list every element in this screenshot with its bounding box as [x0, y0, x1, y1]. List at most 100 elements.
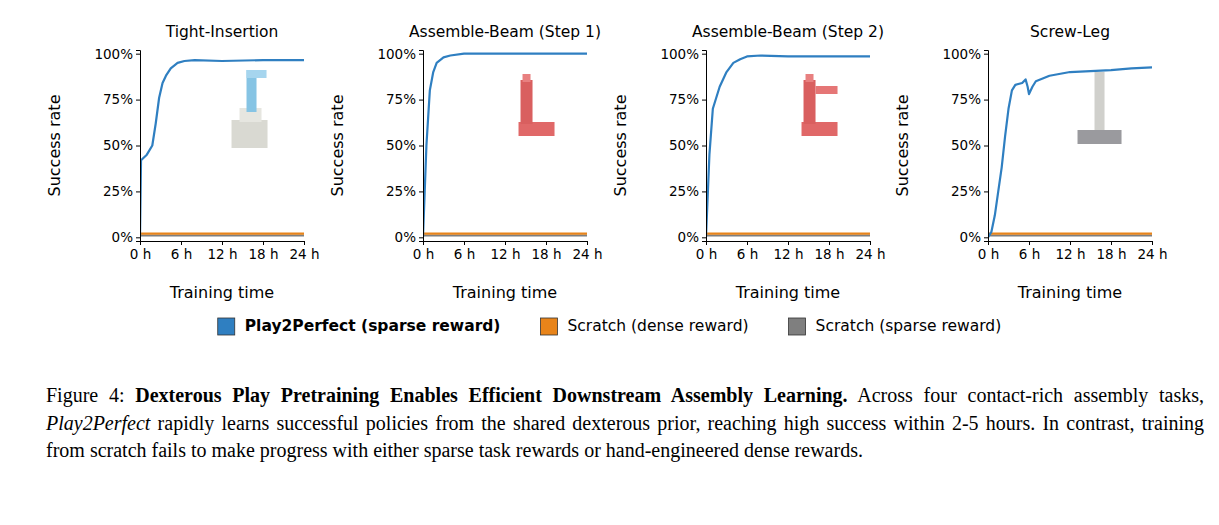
y-tick-label: 25% [951, 183, 981, 199]
x-tick-label: 18 h [1096, 246, 1126, 262]
x-tick: 24 h [1137, 241, 1167, 262]
y-tick-mark [136, 191, 140, 192]
x-axis-title: Training time [735, 283, 840, 302]
y-tick: 0% [678, 229, 706, 245]
y-axis: 0%25%50%75%100% [377, 45, 423, 245]
legend-label: Scratch (dense reward) [567, 317, 748, 335]
y-tick: 25% [386, 183, 423, 199]
x-tick-mark [546, 241, 547, 245]
x-tick: 18 h [1096, 241, 1126, 262]
x-tick: 24 h [855, 241, 885, 262]
y-tick-mark [702, 146, 706, 147]
y-tick-mark [136, 237, 140, 238]
y-tick-mark [702, 54, 706, 55]
y-axis-title: Success rate [611, 95, 630, 197]
panel: Tight-Insertion0 h6 h12 h18 h24 h0%25%50… [45, 23, 320, 302]
icon-part [232, 120, 268, 148]
x-axis-line [989, 242, 1153, 246]
x-tick-mark [505, 241, 506, 245]
y-tick: 75% [951, 91, 988, 107]
series-line [140, 60, 304, 237]
series-line [140, 233, 304, 235]
icon-part [802, 122, 838, 136]
y-tick: 100% [942, 45, 988, 61]
series-line [706, 234, 870, 236]
x-tick-label: 12 h [490, 246, 520, 262]
y-tick-label: 100% [377, 45, 416, 61]
y-axis-line [702, 51, 707, 242]
y-tick: 100% [94, 45, 140, 61]
y-tick-mark [419, 54, 423, 55]
x-tick-label: 0 h [130, 246, 151, 262]
caption-title: Dexterous Play Pretraining Enables Effic… [135, 384, 847, 406]
x-tick-mark [181, 241, 182, 245]
x-tick-label: 0 h [413, 246, 434, 262]
y-axis-title: Success rate [893, 95, 912, 197]
x-tick-mark [587, 241, 588, 245]
x-axis-line [141, 242, 305, 246]
x-tick: 12 h [490, 241, 520, 262]
y-tick: 0% [112, 229, 140, 245]
x-tick: 24 h [572, 241, 602, 262]
task-icon [519, 74, 555, 136]
task-icon [802, 74, 838, 136]
plot-area [988, 67, 1152, 237]
x-tick-label: 6 h [454, 246, 475, 262]
y-tick-mark [419, 191, 423, 192]
y-tick-label: 25% [103, 183, 133, 199]
x-tick-mark [304, 241, 305, 245]
caption: Figure 4: Dexterous Play Pretraining Ena… [46, 382, 1204, 465]
y-axis-line [419, 51, 424, 242]
panel-title: Screw-Leg [1030, 23, 1110, 41]
y-tick-mark [136, 146, 140, 147]
legend-swatch [789, 318, 806, 335]
y-tick: 0% [960, 229, 988, 245]
x-tick: 6 h [1019, 241, 1040, 262]
icon-part [521, 80, 533, 124]
x-tick-mark [263, 241, 264, 245]
x-axis: 0 h6 h12 h18 h24 h [696, 241, 886, 262]
y-tick-mark [984, 237, 988, 238]
x-tick-label: 24 h [1137, 246, 1167, 262]
legend-swatch [218, 318, 235, 335]
y-tick-label: 50% [951, 137, 981, 153]
y-tick: 0% [395, 229, 423, 245]
x-tick-mark [1029, 241, 1030, 245]
panel-title: Assemble-Beam (Step 2) [692, 23, 884, 41]
x-tick: 6 h [171, 241, 192, 262]
y-tick: 50% [103, 137, 140, 153]
x-tick-mark [829, 241, 830, 245]
x-tick-label: 18 h [248, 246, 278, 262]
x-axis: 0 h6 h12 h18 h24 h [130, 241, 320, 262]
x-tick: 12 h [207, 241, 237, 262]
x-axis-line [424, 242, 588, 246]
icon-part [247, 70, 267, 78]
task-icon [232, 70, 268, 148]
legend-item: Scratch (sparse reward) [789, 317, 1002, 335]
y-tick-label: 100% [942, 45, 981, 61]
legend-label: Play2Perfect (sparse reward) [245, 317, 501, 335]
x-tick-label: 6 h [1019, 246, 1040, 262]
series-line [988, 234, 1152, 236]
x-tick-label: 12 h [207, 246, 237, 262]
x-tick: 18 h [531, 241, 561, 262]
icon-part [1078, 130, 1122, 144]
x-axis: 0 h 6 h 12 h 18 h 24 h [413, 241, 603, 262]
plot-area [423, 54, 587, 238]
x-tick-label: 24 h [855, 246, 885, 262]
x-tick-mark [788, 241, 789, 245]
x-tick-label: 18 h [814, 246, 844, 262]
y-tick-mark [419, 100, 423, 101]
icon-part [816, 86, 838, 94]
x-tick-label: 6 h [737, 246, 758, 262]
x-tick: 12 h [773, 241, 803, 262]
caption-text: Across four contact-rich assembly tasks, [857, 384, 1204, 406]
x-tick-mark [870, 241, 871, 245]
y-tick-mark [136, 54, 140, 55]
y-tick: 25% [103, 183, 140, 199]
x-tick: 6 h [454, 241, 475, 262]
y-tick-mark [984, 54, 988, 55]
y-tick-mark [419, 146, 423, 147]
x-tick-label: 12 h [773, 246, 803, 262]
x-tick-label: 24 h [572, 246, 602, 262]
